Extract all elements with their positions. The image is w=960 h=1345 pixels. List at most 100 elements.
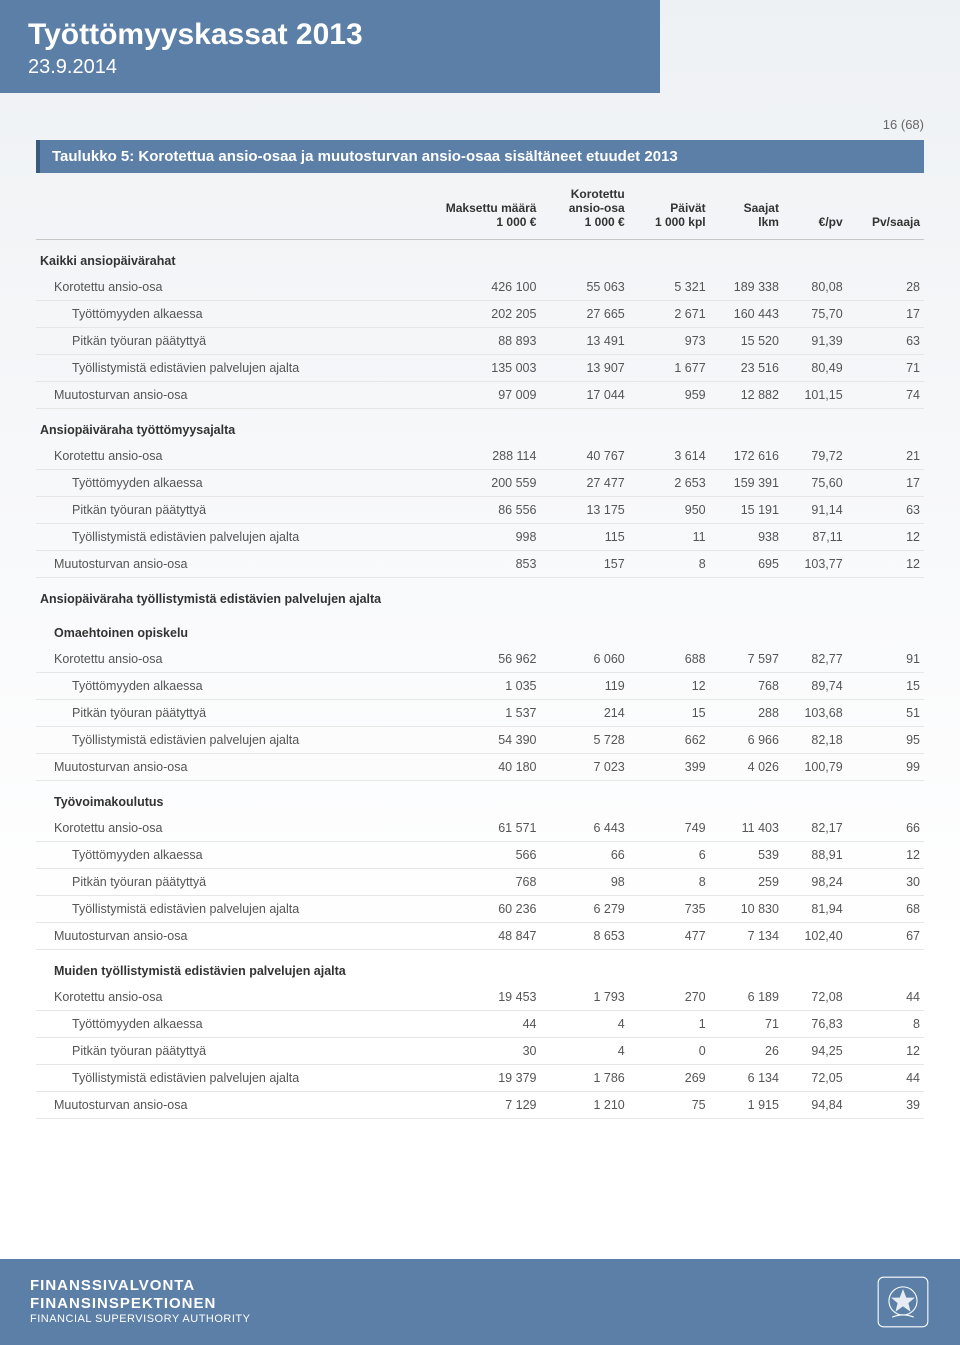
cell: 63 — [847, 497, 924, 524]
cell: 30 — [404, 1038, 540, 1065]
cell: 103,77 — [783, 551, 847, 578]
cell: 7 597 — [710, 646, 783, 673]
row-label: Pitkän työuran päätyttyä — [36, 497, 404, 524]
cell: 12 — [847, 524, 924, 551]
cell: 39 — [847, 1092, 924, 1119]
cell: 8 — [629, 869, 710, 896]
table-row: Työllistymistä edistävien palvelujen aja… — [36, 727, 924, 754]
cell: 51 — [847, 700, 924, 727]
row-label: Muutosturvan ansio-osa — [36, 551, 404, 578]
table-row: Työttömyyden alkaessa44417176,838 — [36, 1011, 924, 1038]
column-header: Maksettu määrä 1 000 € — [404, 173, 540, 240]
cell: 5 728 — [540, 727, 628, 754]
cell: 135 003 — [404, 355, 540, 382]
cell: 959 — [629, 382, 710, 409]
cell: 74 — [847, 382, 924, 409]
row-label: Työllistymistä edistävien palvelujen aja… — [36, 524, 404, 551]
cell: 539 — [710, 842, 783, 869]
cell: 8 — [847, 1011, 924, 1038]
cell: 81,94 — [783, 896, 847, 923]
cell: 0 — [629, 1038, 710, 1065]
cell: 91,39 — [783, 328, 847, 355]
cell: 15 191 — [710, 497, 783, 524]
row-label: Korotettu ansio-osa — [36, 984, 404, 1011]
row-label: Kaikki ansiopäivärahat — [36, 240, 924, 275]
org-name-fi: FINANSSIVALVONTA — [30, 1277, 250, 1295]
cell: 4 — [540, 1011, 628, 1038]
cell: 66 — [540, 842, 628, 869]
cell: 8 653 — [540, 923, 628, 950]
cell: 1 537 — [404, 700, 540, 727]
cell: 94,84 — [783, 1092, 847, 1119]
cell: 1 786 — [540, 1065, 628, 1092]
cell: 6 060 — [540, 646, 628, 673]
cell: 44 — [847, 984, 924, 1011]
cell: 55 063 — [540, 274, 628, 301]
table-row: Työttömyyden alkaessa56666653988,9112 — [36, 842, 924, 869]
table-row: Pitkän työuran päätyttyä1 53721415288103… — [36, 700, 924, 727]
row-label: Korotettu ansio-osa — [36, 274, 404, 301]
cell: 7 129 — [404, 1092, 540, 1119]
cell: 91 — [847, 646, 924, 673]
cell: 19 379 — [404, 1065, 540, 1092]
cell: 950 — [629, 497, 710, 524]
table-row: Korotettu ansio-osa426 10055 0635 321189… — [36, 274, 924, 301]
cell: 80,49 — [783, 355, 847, 382]
cell: 66 — [847, 815, 924, 842]
cell: 695 — [710, 551, 783, 578]
org-name-en: FINANCIAL SUPERVISORY AUTHORITY — [30, 1313, 250, 1326]
cell: 12 — [629, 673, 710, 700]
cell: 6 134 — [710, 1065, 783, 1092]
cell: 172 616 — [710, 443, 783, 470]
cell: 1 — [629, 1011, 710, 1038]
cell: 688 — [629, 646, 710, 673]
cell: 44 — [847, 1065, 924, 1092]
cell: 21 — [847, 443, 924, 470]
cell: 88 893 — [404, 328, 540, 355]
cell: 82,17 — [783, 815, 847, 842]
cell: 44 — [404, 1011, 540, 1038]
cell: 6 443 — [540, 815, 628, 842]
row-label: Pitkän työuran päätyttyä — [36, 700, 404, 727]
table-row: Työttömyyden alkaessa1 0351191276889,741… — [36, 673, 924, 700]
cell: 157 — [540, 551, 628, 578]
table-row: Korotettu ansio-osa288 11440 7673 614172… — [36, 443, 924, 470]
row-label: Muutosturvan ansio-osa — [36, 1092, 404, 1119]
cell: 75,70 — [783, 301, 847, 328]
cell: 115 — [540, 524, 628, 551]
cell: 88,91 — [783, 842, 847, 869]
table-body: Kaikki ansiopäivärahatKorotettu ansio-os… — [36, 240, 924, 1119]
row-label: Työllistymistä edistävien palvelujen aja… — [36, 727, 404, 754]
cell: 973 — [629, 328, 710, 355]
table-row: Pitkän työuran päätyttyä30402694,2512 — [36, 1038, 924, 1065]
cell: 94,25 — [783, 1038, 847, 1065]
row-label: Työttömyyden alkaessa — [36, 301, 404, 328]
row-label: Muiden työllistymistä edistävien palvelu… — [36, 950, 924, 985]
cell: 15 520 — [710, 328, 783, 355]
org-name-sv: FINANSINSPEKTIONEN — [30, 1295, 250, 1313]
cell: 100,79 — [783, 754, 847, 781]
row-label: Pitkän työuran päätyttyä — [36, 328, 404, 355]
cell: 6 189 — [710, 984, 783, 1011]
row-label: Työttömyyden alkaessa — [36, 673, 404, 700]
cell: 477 — [629, 923, 710, 950]
cell: 768 — [710, 673, 783, 700]
cell: 40 180 — [404, 754, 540, 781]
row-label: Muutosturvan ansio-osa — [36, 754, 404, 781]
cell: 2 671 — [629, 301, 710, 328]
table-row: Muutosturvan ansio-osa48 8478 6534777 13… — [36, 923, 924, 950]
cell: 15 — [629, 700, 710, 727]
cell: 98 — [540, 869, 628, 896]
cell: 72,08 — [783, 984, 847, 1011]
cell: 60 236 — [404, 896, 540, 923]
cell: 54 390 — [404, 727, 540, 754]
page-title: Työttömyyskassat 2013 — [28, 18, 632, 52]
column-header: Päivät 1 000 kpl — [629, 173, 710, 240]
cell: 202 205 — [404, 301, 540, 328]
table-row: Muutosturvan ansio-osa8531578695103,7712 — [36, 551, 924, 578]
row-label: Ansiopäiväraha työllistymistä edistävien… — [36, 578, 924, 613]
cell: 1 035 — [404, 673, 540, 700]
cell: 214 — [540, 700, 628, 727]
table-row: Muutosturvan ansio-osa7 1291 210751 9159… — [36, 1092, 924, 1119]
cell: 87,11 — [783, 524, 847, 551]
